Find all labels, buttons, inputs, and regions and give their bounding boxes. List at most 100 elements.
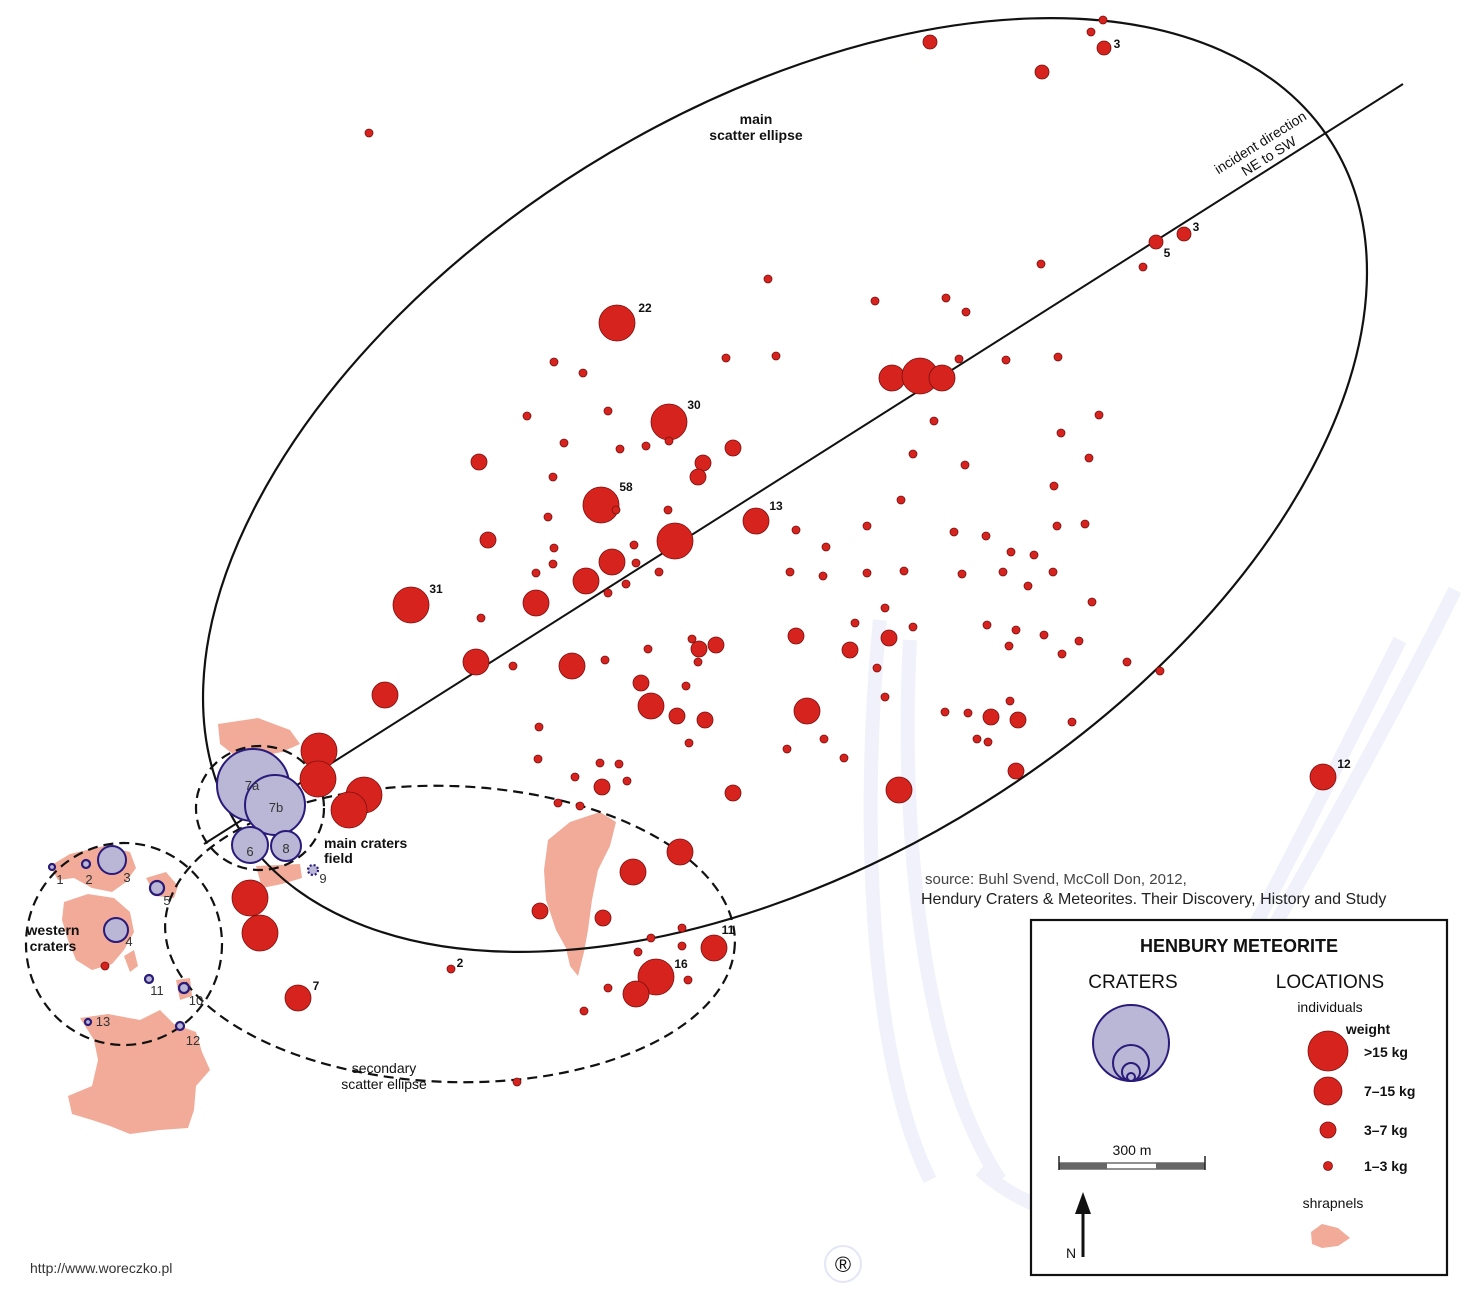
meteorite-find [549,543,559,553]
meteorite-find [598,548,626,576]
meteorite-find [862,568,872,578]
meteorite-find [763,274,773,284]
legend-craters-heading: CRATERS [1088,972,1177,993]
meteorite-find [693,657,703,667]
shrapnel-area [68,1010,210,1134]
meteorite-find [957,569,967,579]
legend-shrapnels-label: shrapnels [1303,1195,1364,1211]
meteorite-find [961,307,971,317]
meteorite-find [462,648,490,676]
count-label: 58 [619,480,633,494]
meteorite-count-labels: 3 3 5 22 30 58 13 31 12 7 2 16 11 [313,37,1351,993]
meteorite-find [1094,410,1104,420]
meteorite-find [619,858,647,886]
meteorite-find [818,571,828,581]
crater-2 [80,858,92,870]
legend-weight: weight [1345,1021,1391,1037]
main-craters-field: 7a 7b 6 8 9 [216,748,327,886]
meteorite-find [572,567,600,595]
meteorite-find [878,364,906,392]
meteorite-find [841,641,859,659]
legend-shrapnel-swatch [1311,1224,1350,1248]
count-label: 5 [1164,246,1171,260]
crater-label-9: 9 [319,871,326,886]
secondary-ellipse-label-line2: scatter ellipse [341,1076,427,1092]
meteorite-find [522,589,550,617]
meteorite-find [615,444,625,454]
count-label: 11 [722,923,735,937]
meteorite-find [880,692,890,702]
meteorite-find [603,588,613,598]
registered-symbol: ® [835,1252,851,1277]
crater-label-8: 8 [282,841,289,856]
meteorite-find [677,923,687,933]
registered-mark [824,1245,862,1283]
main-craters-label-line2: field [324,850,353,866]
crater-1 [47,862,57,872]
main-scatter-ellipse [201,17,1369,953]
meteorite-find [689,468,707,486]
meteorite-find [598,304,636,342]
meteorite-find [666,838,694,866]
meteorite-find [446,964,456,974]
meteorite-find [785,567,795,577]
meteorite-find [1036,259,1046,269]
meteorite-find [637,958,675,996]
meteorite-find [1006,547,1016,557]
meteorite-find [1005,696,1015,706]
meteorite-find [787,627,805,645]
meteorite-find [593,778,611,796]
meteorite-find [629,540,639,550]
crater-11 [143,973,155,985]
meteorite-find [548,472,558,482]
meteorite-find [100,961,110,971]
meteorite-find [791,525,801,535]
meteorite-find [611,505,621,515]
meteorite-find [663,505,673,515]
count-label: 30 [687,398,701,412]
meteorite-find [1074,636,1084,646]
meteorite-find [231,879,269,917]
meteorite-find [929,416,939,426]
crater-label-4: 4 [125,934,132,949]
meteorite-find [603,983,613,993]
meteorite-find [1067,717,1077,727]
meteorite-find [559,438,569,448]
website-url[interactable]: http://www.woreczko.pl [30,1260,173,1276]
western-craters-ellipse [24,841,224,1047]
meteorite-find [700,934,728,962]
meteorite-finds [100,15,1337,1087]
meteorite-find [885,776,913,804]
source-line-1: source: Buhl Svend, McColl Don, 2012, [925,871,1187,888]
meteorite-find [896,495,906,505]
count-label: 16 [674,957,688,971]
western-craters: 1 2 3 4 5 10 11 12 13 [47,845,203,1048]
meteorite-find [1011,625,1021,635]
crater-label-5: 5 [163,893,170,908]
meteorite-find [721,353,731,363]
meteorite-find [1048,567,1058,577]
meteorite-find [594,909,612,927]
meteorite-find [646,933,656,943]
crater-13 [83,1017,93,1027]
meteorite-find [928,364,956,392]
meteorite-find [1122,657,1132,667]
meteorite-find [782,744,792,754]
legend-class-4: 1–3 kg [1364,1158,1408,1174]
legend-frame [1029,918,1449,1277]
crater-label-7a: 7a [245,778,260,793]
meteorite-find [880,629,898,647]
meteorite-find [241,914,279,952]
count-label: 7 [313,979,320,993]
meteorite-find [850,618,860,628]
crater-label-7b: 7b [269,800,283,815]
meteorite-find [470,453,488,471]
meteorite-find [839,753,849,763]
meteorite-find [981,531,991,541]
meteorite-find [284,984,312,1012]
meteorite-find [1148,234,1164,250]
count-label: 22 [638,301,652,315]
crater-label-3: 3 [123,870,130,885]
meteorite-find [954,354,964,364]
western-craters-label-line1: western [26,922,80,938]
